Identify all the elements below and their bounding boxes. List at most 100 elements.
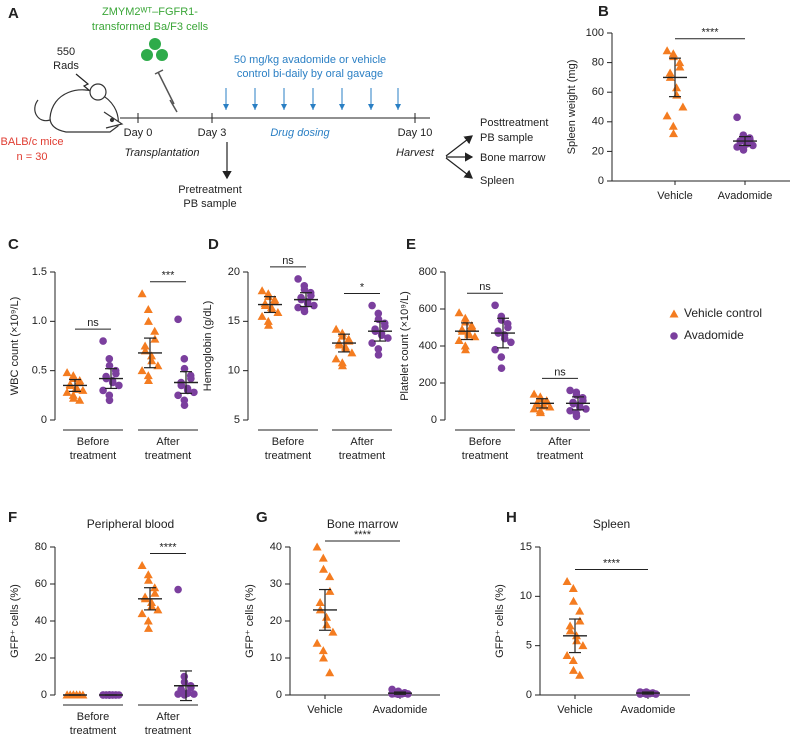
data-point [529,389,539,398]
panel-letter: E [406,236,416,253]
data-point [147,598,156,606]
data-point [143,570,153,579]
data-point [264,320,273,329]
data-point [143,304,153,313]
panel-letter: C [8,236,19,253]
y-tick-label: 5 [526,640,532,652]
y-axis-label: Hemoglobin (g/dL) [202,301,214,392]
y-tick-label: 0 [41,414,47,426]
data-point [334,340,344,349]
y-tick-label: 40 [592,116,604,128]
chart-title: Spleen [593,517,630,531]
data-point [99,386,107,395]
y-tick-label: 0 [431,414,437,426]
phase-label: Harvest [396,147,435,159]
data-point [733,113,741,122]
mice-label: BALB/c mice [1,136,64,148]
data-point [315,598,325,606]
data-point [675,58,685,67]
data-point [497,364,506,373]
y-tick-label: 60 [592,86,604,98]
data-point [568,655,578,664]
data-point [75,378,85,387]
data-point [565,626,575,635]
harvest-label: PB sample [480,132,533,144]
data-point [662,46,672,55]
data-point [575,670,585,679]
data-point [460,313,470,322]
data-point [575,606,585,615]
y-tick-label: 5 [234,414,240,426]
arrow [445,157,473,179]
y-tick-label: 10 [520,590,532,602]
data-point [312,542,322,551]
data-point [566,386,574,395]
y-tick-label: 15 [228,315,240,327]
data-point [454,308,464,317]
y-tick-label: 200 [419,377,437,389]
data-point [328,627,338,636]
significance-label: ns [479,281,491,293]
data-point [338,361,347,370]
data-point [263,316,273,325]
panel-letter: G [256,509,268,526]
y-tick-label: 60 [35,578,47,590]
data-point [749,141,757,150]
data-point [318,646,328,655]
data-point [174,690,182,698]
data-point [190,690,198,698]
data-point [381,322,389,331]
data-point [672,90,682,99]
y-tick-label: 40 [35,615,47,627]
data-point [460,341,470,350]
y-tick-label: 80 [35,541,47,553]
cell-icon [149,38,161,50]
significance-label: *** [162,270,176,282]
data-point [325,668,335,677]
data-point [153,605,163,614]
y-tick-label: 20 [228,266,240,278]
cells-label: transformed Ba/F3 cells [92,21,209,33]
y-tick-label: 0 [598,175,604,187]
data-point [536,408,545,417]
data-point [322,620,332,629]
panel-letter: B [598,3,609,20]
legend-marker [670,332,678,340]
data-point [144,316,153,325]
cell-icon [156,49,168,61]
data-point [325,572,335,581]
data-point [143,371,153,380]
data-point [374,351,383,359]
syringe [154,69,178,113]
significance-label: ns [554,366,566,378]
significance-label: **** [603,557,621,569]
day-label: Day 0 [124,127,153,139]
y-tick-label: 1.0 [32,315,47,327]
significance-label: **** [354,529,372,541]
data-point [470,332,480,341]
treatment-label: control bi-daily by oral gavage [237,68,383,80]
data-point [331,324,341,333]
data-point [669,129,678,138]
y-tick-label: 0 [526,689,532,701]
x-tick-label: Vehicle [307,704,342,716]
data-point [174,315,182,324]
y-axis-label: WBC count (×10⁹/L) [9,297,21,396]
x-tick-label: Avadomide [373,704,428,716]
y-tick-label: 80 [592,57,604,69]
data-point [140,341,150,350]
data-point [137,561,147,569]
data-point [672,83,681,92]
radiation-label: 550 [57,46,75,58]
legend-label: Avadomide [684,328,744,342]
data-point [319,564,328,573]
y-axis-label: GFP⁺ cells (%) [244,584,256,658]
y-axis-label: Platelet count (×10⁹/L) [399,291,411,401]
cells-label: ZMYM2ᵂᵀ–FGFR1- [102,6,198,18]
data-point [322,612,331,621]
x-tick-label: Avadomide [718,190,773,202]
data-point [177,381,186,390]
chart-title: Bone marrow [327,517,399,531]
data-point [491,301,499,310]
